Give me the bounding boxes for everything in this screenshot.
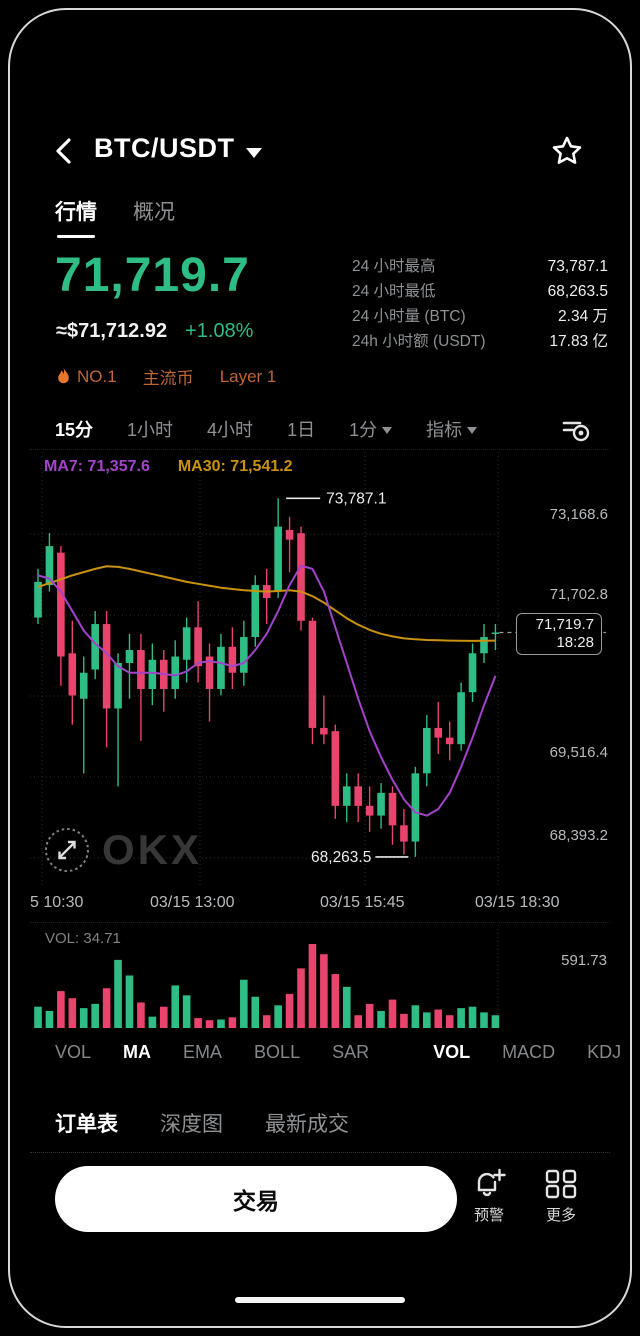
stat-value: 73,787.1	[547, 258, 608, 275]
token-tags: NO.1 主流币 Layer 1	[56, 364, 276, 389]
ma30-label: MA30: 71,541.2	[177, 458, 293, 475]
indicator-MACD[interactable]: MACD	[502, 1042, 556, 1062]
candle-plot: 73,787.1 68,263.5	[30, 452, 606, 887]
tab-概况[interactable]: 概况	[133, 201, 175, 224]
timeframe-label: 4小时	[207, 420, 254, 440]
divider	[30, 449, 610, 450]
timeframe-4小时[interactable]: 4小时	[207, 416, 253, 442]
price-axis: 73,168.6 71,702.8 69,516.4 68,393.2	[518, 452, 608, 890]
timeframe-label: 指标	[426, 420, 463, 440]
bell-plus-icon	[477, 1168, 506, 1197]
indicator-SAR[interactable]: SAR	[332, 1042, 370, 1062]
time-axis-label: 03/15 15:45	[320, 894, 405, 911]
pair-dropdown-caret-icon[interactable]	[246, 148, 262, 158]
alert-button[interactable]: 预警	[466, 1168, 512, 1225]
stat-row: 24 小时量 (BTC) 2.34 万	[352, 304, 608, 329]
timeframe-指标[interactable]: 指标	[426, 416, 478, 442]
svg-text:68,263.5: 68,263.5	[311, 849, 371, 866]
orderbook-tabs: 订单表 深度图 最新成交	[55, 1108, 349, 1138]
volume-ma-label: VOL: 34.71	[45, 930, 121, 947]
price-change-percent: +1.08%	[185, 320, 254, 342]
ma7-label: MA7: 71,357.6	[44, 458, 150, 475]
timeframe-label: 15分	[55, 420, 94, 440]
caret-down-icon	[467, 426, 478, 434]
time-axis: 5 10:30 03/15 13:00 03/15 15:45 03/15 18:30	[30, 894, 610, 916]
stat-row: 24 小时最高 73,787.1	[352, 254, 608, 279]
price-axis-label: 73,168.6	[549, 506, 608, 523]
price-axis-label: 68,393.2	[549, 827, 608, 844]
grid-icon	[545, 1169, 577, 1199]
time-axis-label: 03/15 18:30	[475, 894, 560, 911]
time-axis-label: 03/15 13:00	[150, 894, 235, 911]
stat-label: 24 小时最低	[352, 283, 436, 300]
tag-layer[interactable]: Layer 1	[220, 367, 277, 387]
more-label: 更多	[545, 1207, 576, 1224]
tag-label: 主流币	[142, 369, 194, 388]
stats-panel: 24 小时最高 73,787.1 24 小时最低 68,263.5 24 小时量 (BT…	[352, 254, 608, 354]
divider	[30, 922, 610, 923]
price-axis-label: 71,702.8	[549, 586, 608, 603]
timeframe-label: 1分	[349, 420, 378, 440]
timeframe-1小时[interactable]: 1小时	[127, 416, 173, 442]
volume-pane[interactable]	[30, 925, 610, 1035]
price-axis-label: 69,516.4	[549, 744, 608, 761]
timeframe-15分[interactable]: 15分	[55, 416, 93, 442]
stat-label: 24 小时最高	[352, 258, 436, 275]
caret-down-icon	[382, 426, 393, 434]
timeframe-label: 1小时	[127, 420, 174, 440]
indicator-MA[interactable]: MA	[123, 1042, 152, 1062]
timeframe-selector: 15分 1小时 4小时 1日 1分 指标	[55, 416, 478, 442]
favorite-star-icon[interactable]	[550, 134, 584, 168]
last-price-marker: 71,719.7 18:28	[516, 612, 602, 655]
home-indicator[interactable]	[235, 1297, 405, 1303]
tag-category[interactable]: 主流币	[143, 364, 194, 389]
flame-icon	[58, 367, 69, 384]
okx-logo: OKX	[102, 826, 203, 873]
trade-button[interactable]: 交易	[55, 1166, 457, 1232]
divider	[30, 1152, 610, 1153]
indicator-EMA[interactable]: EMA	[183, 1042, 223, 1062]
timeframe-1日[interactable]: 1日	[287, 416, 315, 442]
tab-最新成交[interactable]: 最新成交	[265, 1113, 349, 1136]
stat-label: 24h 小时额 (USDT)	[352, 333, 486, 350]
indicator-BOLL[interactable]: BOLL	[254, 1042, 301, 1062]
expand-icon[interactable]	[44, 827, 90, 873]
volume-plot	[34, 925, 500, 1030]
stat-value: 2.34 万	[558, 308, 608, 325]
indicator-KDJ[interactable]: KDJ	[587, 1042, 622, 1062]
stat-row: 24h 小时额 (USDT) 17.83 亿	[352, 329, 608, 354]
indicator-VOL[interactable]: VOL	[55, 1042, 92, 1062]
chart-watermark: OKX	[44, 826, 202, 874]
timeframe-label: 1日	[287, 420, 316, 440]
tag-label: NO.1	[77, 366, 117, 386]
fiat-price: ≈$71,712.92	[56, 320, 168, 342]
last-price: 71,719.7	[55, 249, 250, 302]
volume-axis-max: 591.73	[561, 952, 607, 969]
indicator-shortcuts: VOLMAEMABOLLSARVOLMACDKDJBOLL	[55, 1042, 621, 1063]
stat-value: 68,263.5	[547, 283, 608, 300]
svg-text:73,787.1: 73,787.1	[326, 490, 386, 507]
stat-label: 24 小时量 (BTC)	[352, 308, 466, 325]
time-axis-label: 5 10:30	[30, 894, 84, 911]
timeframe-1分[interactable]: 1分	[349, 416, 393, 442]
back-button[interactable]	[50, 136, 78, 166]
tab-深度图[interactable]: 深度图	[160, 1113, 223, 1136]
marker-price: 71,719.7	[535, 615, 594, 633]
tag-rank[interactable]: NO.1	[56, 367, 117, 387]
more-button[interactable]: 更多	[538, 1168, 584, 1225]
indicator-VOL[interactable]: VOL	[433, 1042, 471, 1062]
tab-订单表[interactable]: 订单表	[55, 1113, 118, 1136]
stat-value: 17.83 亿	[549, 333, 608, 350]
pair-title[interactable]: BTC/USDT	[94, 133, 235, 163]
market-tabs: 行情 概况	[55, 196, 175, 238]
tab-行情[interactable]: 行情	[55, 196, 97, 238]
candlestick-chart[interactable]: 73,787.1 68,263.5 MA7: 71,357.6 MA30: 71,…	[30, 452, 610, 890]
tag-label: Layer 1	[219, 366, 277, 386]
stat-row: 24 小时最低 68,263.5	[352, 279, 608, 304]
alert-label: 预警	[473, 1207, 504, 1224]
indicator-settings-icon[interactable]	[560, 418, 592, 444]
marker-time: 18:28	[556, 633, 594, 651]
